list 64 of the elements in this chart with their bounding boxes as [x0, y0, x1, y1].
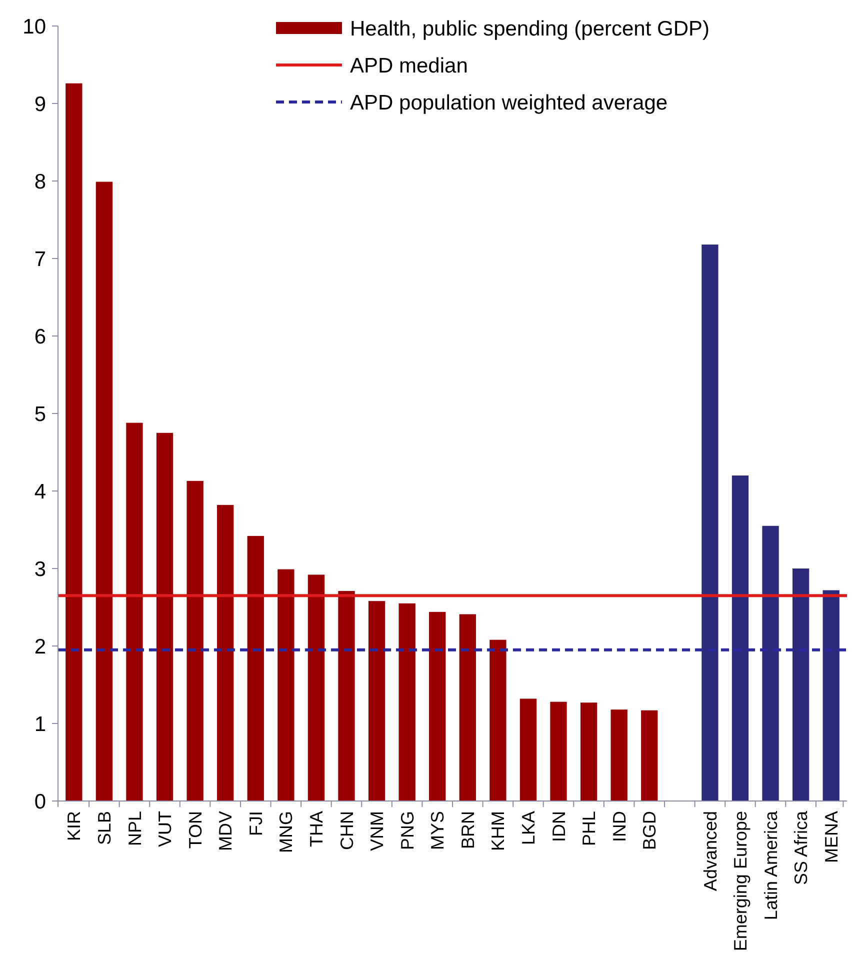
- x-tick-label: BRN: [458, 811, 478, 850]
- bar: [368, 601, 386, 801]
- bar: [610, 710, 628, 801]
- x-tick-label: TON: [185, 811, 206, 849]
- bar: [308, 574, 325, 801]
- x-tick-label: MDV: [216, 811, 236, 851]
- y-tick-label: 1: [34, 712, 46, 736]
- x-tick-label: BGD: [640, 811, 660, 850]
- legend-label: APD population weighted average: [350, 91, 668, 114]
- bar: [66, 83, 82, 801]
- x-tick-label: SS Africa: [791, 810, 812, 886]
- x-tick-label: VUT: [155, 810, 176, 847]
- x-tick-label: Advanced: [700, 811, 720, 892]
- bar: [641, 710, 658, 801]
- x-tick-label: MNG: [276, 811, 296, 853]
- bar: [247, 536, 264, 801]
- x-tick-label: Emerging Europe: [730, 811, 751, 952]
- bar: [459, 614, 476, 801]
- x-tick-label: MYS: [428, 811, 448, 850]
- y-tick-label: 8: [34, 170, 46, 194]
- bar: [126, 422, 143, 801]
- x-tick-label: LKA: [518, 811, 539, 846]
- bar: [156, 432, 174, 801]
- x-tick-label: FJI: [246, 811, 266, 836]
- y-tick-label: 10: [22, 15, 46, 38]
- bar: [702, 244, 718, 801]
- bar: [186, 480, 204, 801]
- y-tick-label: 3: [34, 558, 46, 581]
- bar: [96, 182, 113, 801]
- y-tick-label: 5: [34, 402, 46, 426]
- legend-label: Health, public spending (percent GDP): [350, 17, 710, 40]
- y-tick-label: 7: [34, 248, 46, 271]
- bar: [732, 476, 749, 801]
- y-tick-label: 6: [34, 325, 46, 348]
- bar: [338, 590, 355, 801]
- x-tick-label: KHM: [488, 811, 508, 851]
- y-tick-label: 0: [34, 790, 46, 814]
- bar: [278, 569, 294, 801]
- legend-label: APD median: [350, 54, 468, 78]
- x-tick-label: THA: [306, 811, 327, 847]
- x-tick-label: MENA: [821, 811, 842, 864]
- x-tick-label: NPL: [124, 811, 145, 846]
- x-tick-label: CHN: [336, 811, 357, 850]
- bar: [490, 640, 506, 801]
- x-tick-label: IND: [609, 811, 630, 842]
- bar: [429, 612, 446, 801]
- y-tick-label: 4: [34, 480, 46, 504]
- y-tick-label: 2: [34, 635, 46, 658]
- bar: [550, 702, 567, 801]
- x-tick-label: PNG: [397, 811, 418, 850]
- bar: [217, 504, 234, 801]
- bar: [762, 526, 779, 801]
- x-tick-label: SLB: [94, 811, 114, 846]
- bar: [792, 568, 810, 801]
- bar: [580, 702, 598, 801]
- x-tick-label: IDN: [548, 811, 569, 842]
- bar: [398, 603, 416, 801]
- bar: [520, 698, 537, 801]
- y-tick-label: 9: [34, 92, 46, 116]
- x-tick-label: Latin America: [760, 810, 781, 920]
- x-tick-label: VNM: [367, 811, 388, 851]
- x-tick-label: KIR: [64, 811, 84, 842]
- x-tick-label: PHL: [579, 811, 600, 846]
- bar: [822, 590, 840, 801]
